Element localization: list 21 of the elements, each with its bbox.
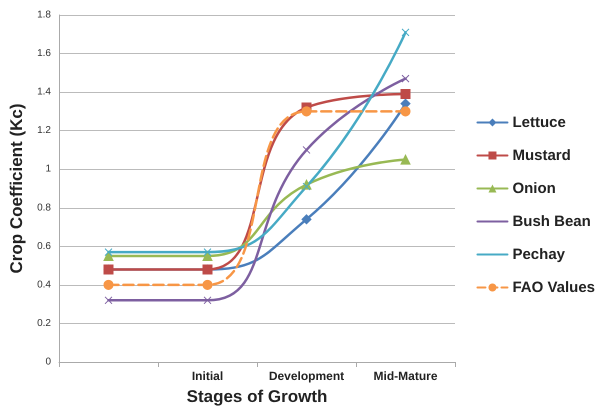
x-tick-label: Initial	[192, 369, 224, 383]
x-axis-title: Stages of Growth	[186, 387, 328, 406]
y-tick-label: 0.2	[37, 318, 52, 329]
y-tick-label: 0	[45, 356, 52, 368]
legend-label: Mustard	[512, 147, 571, 164]
legend-label: Lettuce	[512, 114, 566, 131]
y-tick-label: 1.6	[37, 48, 52, 60]
x-tick-label: Mid-Mature	[374, 369, 438, 383]
y-tick-label: 1.8	[37, 10, 52, 20]
y-tick-label: 0.8	[37, 202, 52, 214]
y-tick-label: 1	[45, 164, 52, 175]
legend-label: FAO Values	[512, 279, 596, 296]
legend-label: Onion	[512, 180, 556, 197]
y-tick-label: 0.4	[37, 279, 52, 290]
x-tick-label: Development	[268, 369, 344, 383]
y-tick-label: 1.4	[37, 86, 52, 98]
legend-label: Pechay	[512, 246, 566, 263]
y-axis-title: Crop Coefficient (Kc)	[7, 104, 26, 274]
y-tick-label: 0.6	[37, 240, 52, 252]
y-tick-label: 1.2	[37, 125, 52, 136]
legend-label: Bush Bean	[512, 213, 591, 230]
